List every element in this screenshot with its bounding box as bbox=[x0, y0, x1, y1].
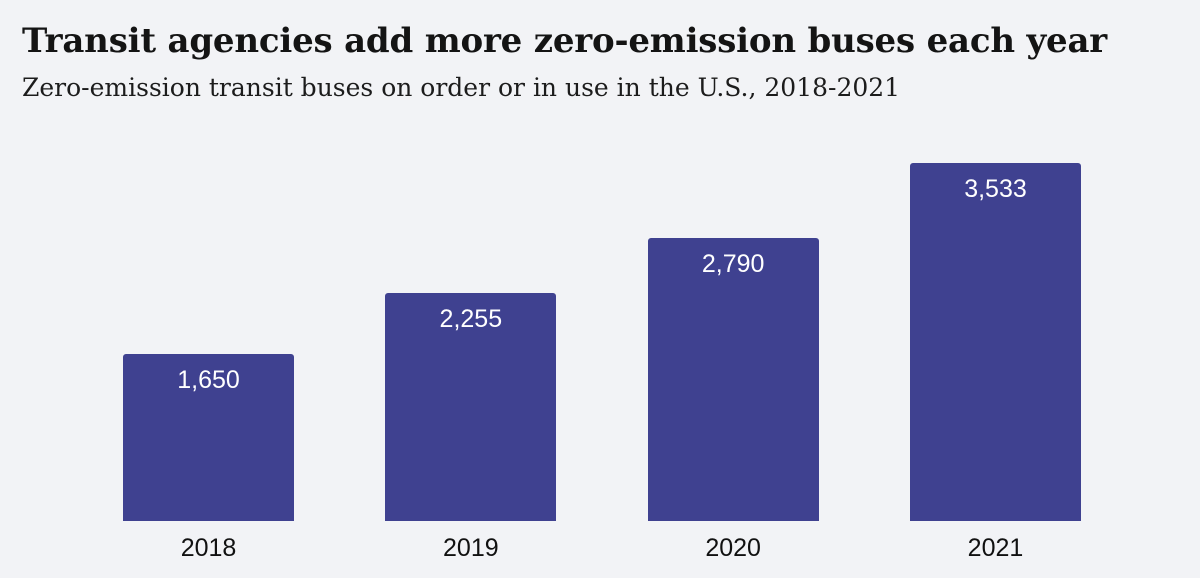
bar-chart-plot: 1,650 2,255 2,790 3,533 bbox=[123, 163, 1081, 521]
x-axis-label-2019: 2019 bbox=[443, 534, 499, 562]
bar-value-label: 2,255 bbox=[439, 305, 503, 333]
bar-value-label: 3,533 bbox=[964, 175, 1027, 203]
bar-2019: 2,255 bbox=[385, 293, 557, 521]
x-axis-label-2018: 2018 bbox=[180, 534, 237, 562]
x-axis: 2018 2019 2020 2021 bbox=[123, 534, 1081, 562]
chart-header: Transit agencies add more zero-emission … bbox=[22, 21, 1180, 103]
bar-value-label: 1,650 bbox=[177, 366, 240, 394]
chart-subtitle: Zero-emission transit buses on order or … bbox=[22, 73, 901, 102]
bar-2021: 3,533 bbox=[909, 163, 1081, 521]
bar-2020: 2,790 bbox=[647, 238, 819, 521]
chart-title: Transit agencies add more zero-emission … bbox=[22, 21, 1108, 61]
x-axis-label-2021: 2021 bbox=[967, 534, 1024, 562]
bar-2018: 1,650 bbox=[123, 354, 294, 521]
bar-value-label: 2,790 bbox=[701, 250, 765, 278]
x-axis-label-2020: 2020 bbox=[705, 534, 761, 562]
